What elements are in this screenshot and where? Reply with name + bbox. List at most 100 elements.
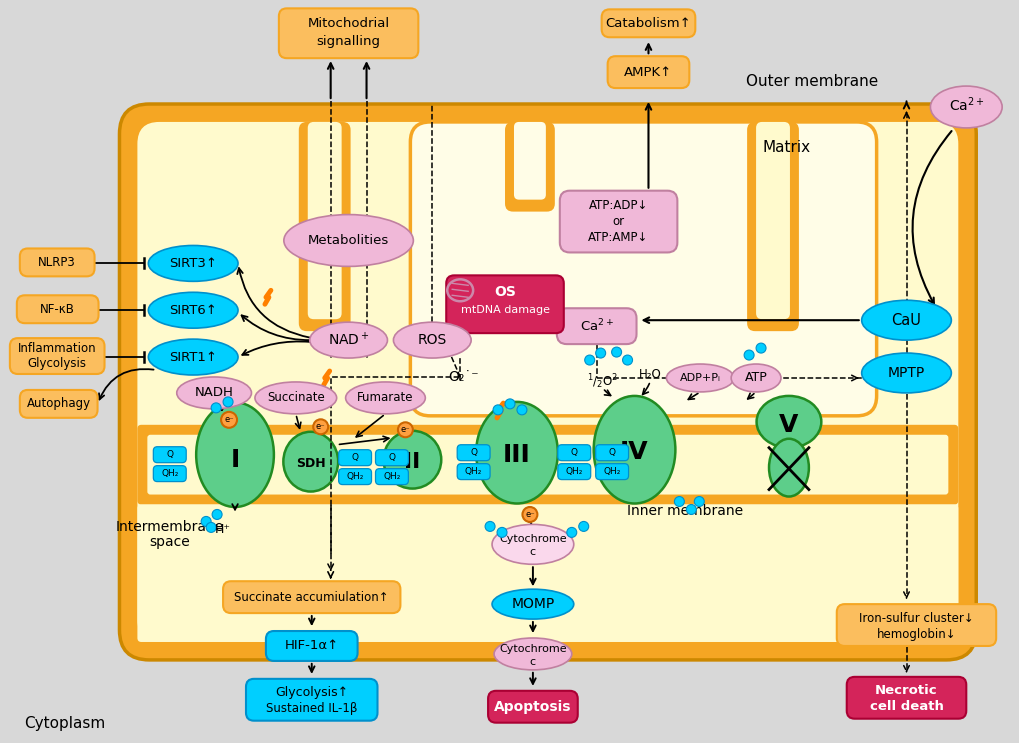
FancyBboxPatch shape — [223, 581, 400, 613]
Ellipse shape — [861, 353, 951, 393]
Ellipse shape — [929, 86, 1002, 128]
Text: c: c — [529, 657, 535, 667]
FancyBboxPatch shape — [308, 122, 341, 319]
Text: QH₂: QH₂ — [603, 467, 621, 476]
Text: e⁻: e⁻ — [400, 425, 410, 434]
Text: IV: IV — [620, 440, 648, 464]
FancyBboxPatch shape — [746, 122, 798, 331]
FancyBboxPatch shape — [153, 447, 186, 463]
Text: Succinate: Succinate — [267, 392, 324, 404]
FancyBboxPatch shape — [846, 677, 965, 718]
Text: Ca$^{2+}$: Ca$^{2+}$ — [948, 96, 983, 114]
FancyBboxPatch shape — [266, 631, 358, 661]
Ellipse shape — [283, 215, 413, 267]
Text: OS: OS — [493, 285, 516, 299]
Text: Q: Q — [388, 453, 395, 462]
Text: CaU: CaU — [891, 313, 920, 328]
Text: Outer membrane: Outer membrane — [745, 74, 877, 88]
Circle shape — [504, 399, 515, 409]
Text: Glycolysis↑: Glycolysis↑ — [275, 687, 347, 699]
Text: NADH: NADH — [195, 386, 233, 400]
FancyBboxPatch shape — [10, 338, 104, 374]
Text: Metabolities: Metabolities — [308, 234, 389, 247]
Ellipse shape — [393, 322, 471, 358]
Ellipse shape — [756, 396, 820, 448]
Ellipse shape — [283, 432, 338, 492]
Ellipse shape — [313, 419, 328, 434]
FancyBboxPatch shape — [138, 122, 958, 642]
Text: Iron-sulfur cluster↓: Iron-sulfur cluster↓ — [858, 611, 973, 625]
Circle shape — [611, 347, 621, 357]
FancyBboxPatch shape — [338, 450, 371, 466]
Text: Autophagy: Autophagy — [26, 398, 91, 410]
FancyBboxPatch shape — [246, 679, 377, 721]
FancyBboxPatch shape — [299, 122, 351, 331]
Text: Q: Q — [470, 448, 477, 457]
Text: HIF-1α↑: HIF-1α↑ — [284, 640, 338, 652]
Ellipse shape — [476, 402, 557, 504]
Circle shape — [578, 522, 588, 531]
Text: ADP+Pᵢ: ADP+Pᵢ — [679, 373, 720, 383]
FancyBboxPatch shape — [488, 691, 577, 723]
Text: Fumarate: Fumarate — [357, 392, 414, 404]
FancyBboxPatch shape — [153, 466, 186, 481]
Circle shape — [496, 528, 506, 537]
FancyBboxPatch shape — [836, 604, 996, 646]
Text: NLRP3: NLRP3 — [39, 256, 76, 269]
Text: cell death: cell death — [869, 700, 943, 713]
Text: Matrix: Matrix — [762, 140, 810, 155]
FancyBboxPatch shape — [457, 445, 489, 461]
Text: Necrotic: Necrotic — [874, 684, 936, 697]
Text: or: or — [612, 215, 624, 228]
Circle shape — [694, 496, 703, 507]
Text: III: III — [502, 443, 530, 467]
FancyBboxPatch shape — [559, 191, 677, 253]
Circle shape — [212, 510, 222, 519]
Text: e⁻: e⁻ — [316, 422, 325, 431]
Ellipse shape — [310, 322, 387, 358]
Text: SIRT6↑: SIRT6↑ — [169, 304, 217, 317]
FancyBboxPatch shape — [278, 8, 418, 58]
Ellipse shape — [196, 403, 274, 507]
Ellipse shape — [493, 638, 572, 670]
Ellipse shape — [522, 507, 537, 522]
Circle shape — [567, 528, 576, 537]
Circle shape — [584, 355, 594, 365]
Ellipse shape — [768, 439, 808, 496]
Text: Apoptosis: Apoptosis — [493, 700, 571, 714]
Text: QH₂: QH₂ — [383, 472, 400, 481]
Text: Q: Q — [166, 450, 173, 459]
Circle shape — [223, 397, 232, 407]
Text: space: space — [149, 536, 190, 549]
Text: H₂O: H₂O — [639, 369, 661, 381]
Text: QH₂: QH₂ — [161, 469, 178, 478]
Circle shape — [595, 348, 605, 358]
Text: ATP:AMP↓: ATP:AMP↓ — [588, 231, 648, 244]
FancyBboxPatch shape — [138, 425, 958, 504]
FancyBboxPatch shape — [147, 435, 948, 495]
Circle shape — [674, 496, 684, 507]
Text: signalling: signalling — [316, 35, 380, 48]
Ellipse shape — [148, 339, 237, 375]
FancyBboxPatch shape — [375, 469, 408, 484]
Text: AMPK↑: AMPK↑ — [624, 65, 672, 79]
FancyBboxPatch shape — [457, 464, 489, 479]
Text: c: c — [529, 548, 535, 557]
FancyBboxPatch shape — [338, 469, 371, 484]
FancyBboxPatch shape — [19, 248, 95, 276]
Text: NAD$^+$: NAD$^+$ — [327, 331, 369, 348]
Circle shape — [206, 522, 216, 533]
FancyBboxPatch shape — [119, 104, 975, 660]
Ellipse shape — [148, 245, 237, 282]
Text: ATP: ATP — [744, 372, 766, 384]
Ellipse shape — [148, 292, 237, 328]
FancyBboxPatch shape — [410, 122, 875, 416]
FancyBboxPatch shape — [138, 504, 958, 642]
FancyBboxPatch shape — [17, 295, 99, 323]
Text: e⁻: e⁻ — [525, 510, 534, 519]
Text: Intermembrane: Intermembrane — [115, 520, 223, 534]
Text: Sustained IL-1β: Sustained IL-1β — [266, 702, 357, 716]
FancyBboxPatch shape — [607, 56, 689, 88]
Ellipse shape — [176, 377, 252, 409]
Text: Mitochodrial: Mitochodrial — [308, 17, 389, 30]
